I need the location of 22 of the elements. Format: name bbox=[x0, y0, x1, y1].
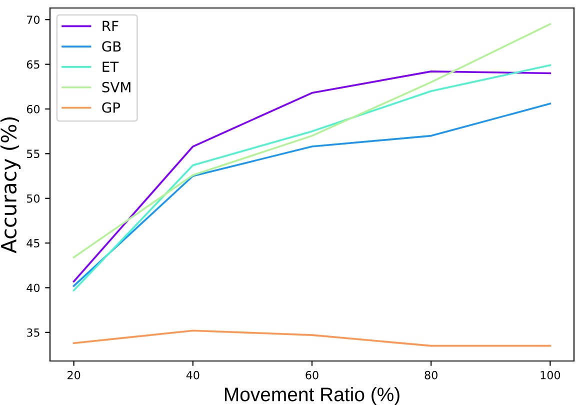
legend-label: GB bbox=[102, 41, 121, 52]
legend-label: RF bbox=[102, 20, 118, 32]
legend-label: SVM bbox=[102, 82, 130, 92]
line-series bbox=[72, 102, 552, 287]
y-tick-label: 50 bbox=[26, 194, 40, 203]
y-axis-title: Accuracy (%) bbox=[0, 117, 21, 254]
y-tick-label: 45 bbox=[26, 239, 40, 248]
x-tick-label: 80 bbox=[424, 370, 438, 380]
x-tick-label: 60 bbox=[306, 370, 318, 380]
x-tick-label: 40 bbox=[186, 370, 200, 380]
y-tick-label: 60 bbox=[26, 104, 40, 114]
y-tick-label: 35 bbox=[26, 328, 40, 337]
y-tick-label: 55 bbox=[26, 150, 40, 158]
legend-label: GP bbox=[102, 102, 120, 113]
x-tick-label: 20 bbox=[68, 370, 80, 380]
x-axis-title: Movement Ratio (%) bbox=[224, 387, 400, 405]
y-tick-label: 40 bbox=[26, 284, 40, 292]
y-tick-label: 70 bbox=[27, 16, 40, 24]
line-series bbox=[72, 330, 552, 347]
legend-label: ET bbox=[102, 62, 119, 72]
y-tick-label: 65 bbox=[26, 60, 40, 69]
x-tick-label: 100 bbox=[540, 370, 560, 380]
